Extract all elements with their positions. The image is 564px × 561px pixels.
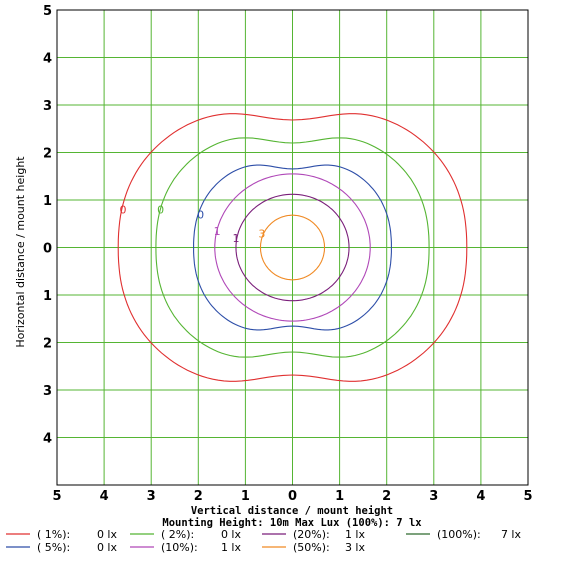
contour-label: 1 (232, 232, 239, 245)
x-tick-label: 3 (147, 489, 156, 504)
y-tick-label: 5 (43, 4, 52, 19)
x-tick-label: 5 (523, 489, 532, 504)
x-tick-label: 1 (241, 489, 250, 504)
x-tick-label: 4 (100, 489, 109, 504)
legend-label: ( 1%): (37, 528, 70, 541)
x-tick-label: 2 (382, 489, 391, 504)
legend-label: (50%): (293, 541, 330, 554)
contour-2pct (155, 137, 430, 358)
contour-20pct (235, 193, 350, 302)
x-tick-label: 3 (429, 489, 438, 504)
y-axis-title: Horizontal distance / mount height (14, 156, 27, 348)
y-tick-label: 2 (43, 147, 52, 162)
legend-item: (10%): 1 lx (130, 541, 241, 554)
legend-item: ( 5%): 0 lx (6, 541, 117, 554)
x-tick-label: 5 (52, 489, 61, 504)
legend: ( 1%): 0 lx ( 2%): 0 lx (20%): 1 lx (100%): 7 l… (6, 528, 521, 554)
contour-label: 0 (157, 204, 164, 217)
x-tick-label: 0 (288, 489, 297, 504)
legend-item: (100%): 7 lx (406, 528, 521, 541)
y-tick-label: 4 (43, 52, 52, 67)
x-tick-labels: 5 4 3 2 1 0 1 2 3 4 5 (52, 489, 532, 504)
contour-label: 1 (214, 225, 221, 238)
x-tick-label: 4 (476, 489, 485, 504)
y-tick-label: 1 (43, 194, 52, 209)
y-tick-label: 0 (43, 242, 52, 257)
chart-subtitle: Mounting Height: 10m Max Lux (100%): 7 l… (162, 517, 422, 529)
legend-value: 1 lx (345, 528, 366, 541)
y-tick-label: 4 (43, 432, 52, 447)
legend-value: 7 lx (501, 528, 522, 541)
legend-label: ( 2%): (161, 528, 194, 541)
contour-label: 0 (197, 208, 204, 221)
contour-labels: 0 0 011 3 (119, 204, 265, 246)
legend-label: (100%): (437, 528, 481, 541)
legend-item: (20%): 1 lx (262, 528, 365, 541)
legend-value: 3 lx (345, 541, 366, 554)
contour-1pct (117, 113, 468, 382)
legend-value: 0 lx (97, 528, 118, 541)
legend-label: ( 5%): (37, 541, 70, 554)
y-tick-label: 1 (43, 289, 52, 304)
legend-label: (20%): (293, 528, 330, 541)
x-axis-title: Vertical distance / mount height (191, 505, 393, 517)
plot-frame (56, 9, 529, 486)
legend-value: 0 lx (97, 541, 118, 554)
contour-label: 0 (119, 204, 126, 217)
legend-item: (50%): 3 lx (262, 541, 365, 554)
y-tick-label: 3 (43, 384, 52, 399)
legend-value: 0 lx (221, 528, 242, 541)
contour-50pct (259, 214, 326, 281)
legend-item: ( 2%): 0 lx (130, 528, 241, 541)
x-tick-label: 2 (194, 489, 203, 504)
contour-5pct (193, 164, 392, 331)
grid (57, 10, 528, 485)
legend-label: (10%): (161, 541, 198, 554)
contour-10pct (214, 173, 371, 322)
y-tick-label: 2 (43, 337, 52, 352)
legend-item: ( 1%): 0 lx (6, 528, 117, 541)
legend-value: 1 lx (221, 541, 242, 554)
y-tick-labels: 5 4 3 2 1 0 1 2 3 4 (43, 4, 52, 447)
x-tick-label: 1 (335, 489, 344, 504)
contour-label: 3 (258, 227, 265, 240)
contours (117, 113, 468, 382)
y-tick-label: 3 (43, 99, 52, 114)
